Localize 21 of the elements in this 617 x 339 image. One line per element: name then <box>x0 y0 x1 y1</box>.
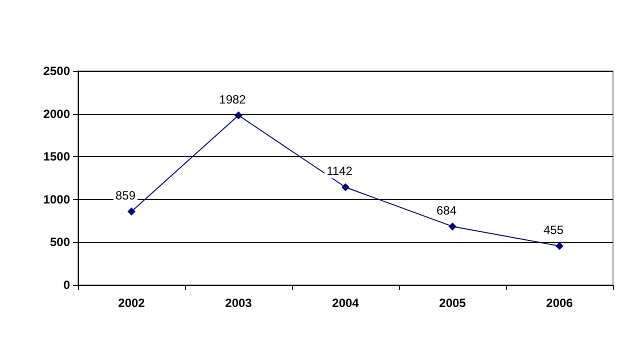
point <box>128 207 136 216</box>
data-label: 1982 <box>219 92 246 106</box>
point <box>342 183 350 192</box>
data-label: 1142 <box>326 164 353 178</box>
x-tick-label: 2006 <box>546 296 574 310</box>
point <box>448 222 456 230</box>
point <box>556 242 564 250</box>
data-label: 859 <box>115 188 136 202</box>
point <box>234 111 242 120</box>
y-tick-label: 2500 <box>43 64 70 78</box>
y-tick-label: 2000 <box>43 106 70 121</box>
data-label: 455 <box>543 223 564 238</box>
x-tick-label: 2002 <box>118 296 146 310</box>
y-tick-label: 0 <box>63 278 70 292</box>
y-tick-label: 1000 <box>43 192 70 206</box>
x-tick-label: 2005 <box>439 296 466 310</box>
x-tick-label: 2004 <box>332 296 360 310</box>
data-label: 684 <box>436 203 457 218</box>
x-tick-label: 2003 <box>225 296 252 310</box>
y-tick-label: 1500 <box>43 150 70 164</box>
y-tick-label: 500 <box>50 235 70 250</box>
